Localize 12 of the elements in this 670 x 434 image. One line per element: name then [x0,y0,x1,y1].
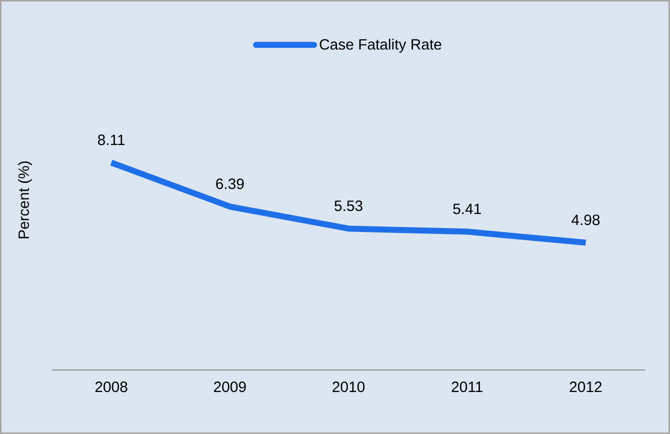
legend-label: Case Fatality Rate [320,38,442,53]
x-tick-label: 2009 [214,382,246,392]
y-axis-title: Percent (%) [18,162,32,238]
data-label: 8.11 [98,134,125,146]
x-tick-label: 2008 [95,382,128,392]
data-label: 6.39 [216,178,244,190]
x-tick-label: 2012 [570,382,602,392]
data-label: 5.41 [453,204,481,214]
data-label: 5.53 [334,200,362,212]
x-tick-label: 2010 [332,382,365,392]
x-tick-label: 2011 [452,382,482,392]
data-label: 4.98 [572,214,600,226]
